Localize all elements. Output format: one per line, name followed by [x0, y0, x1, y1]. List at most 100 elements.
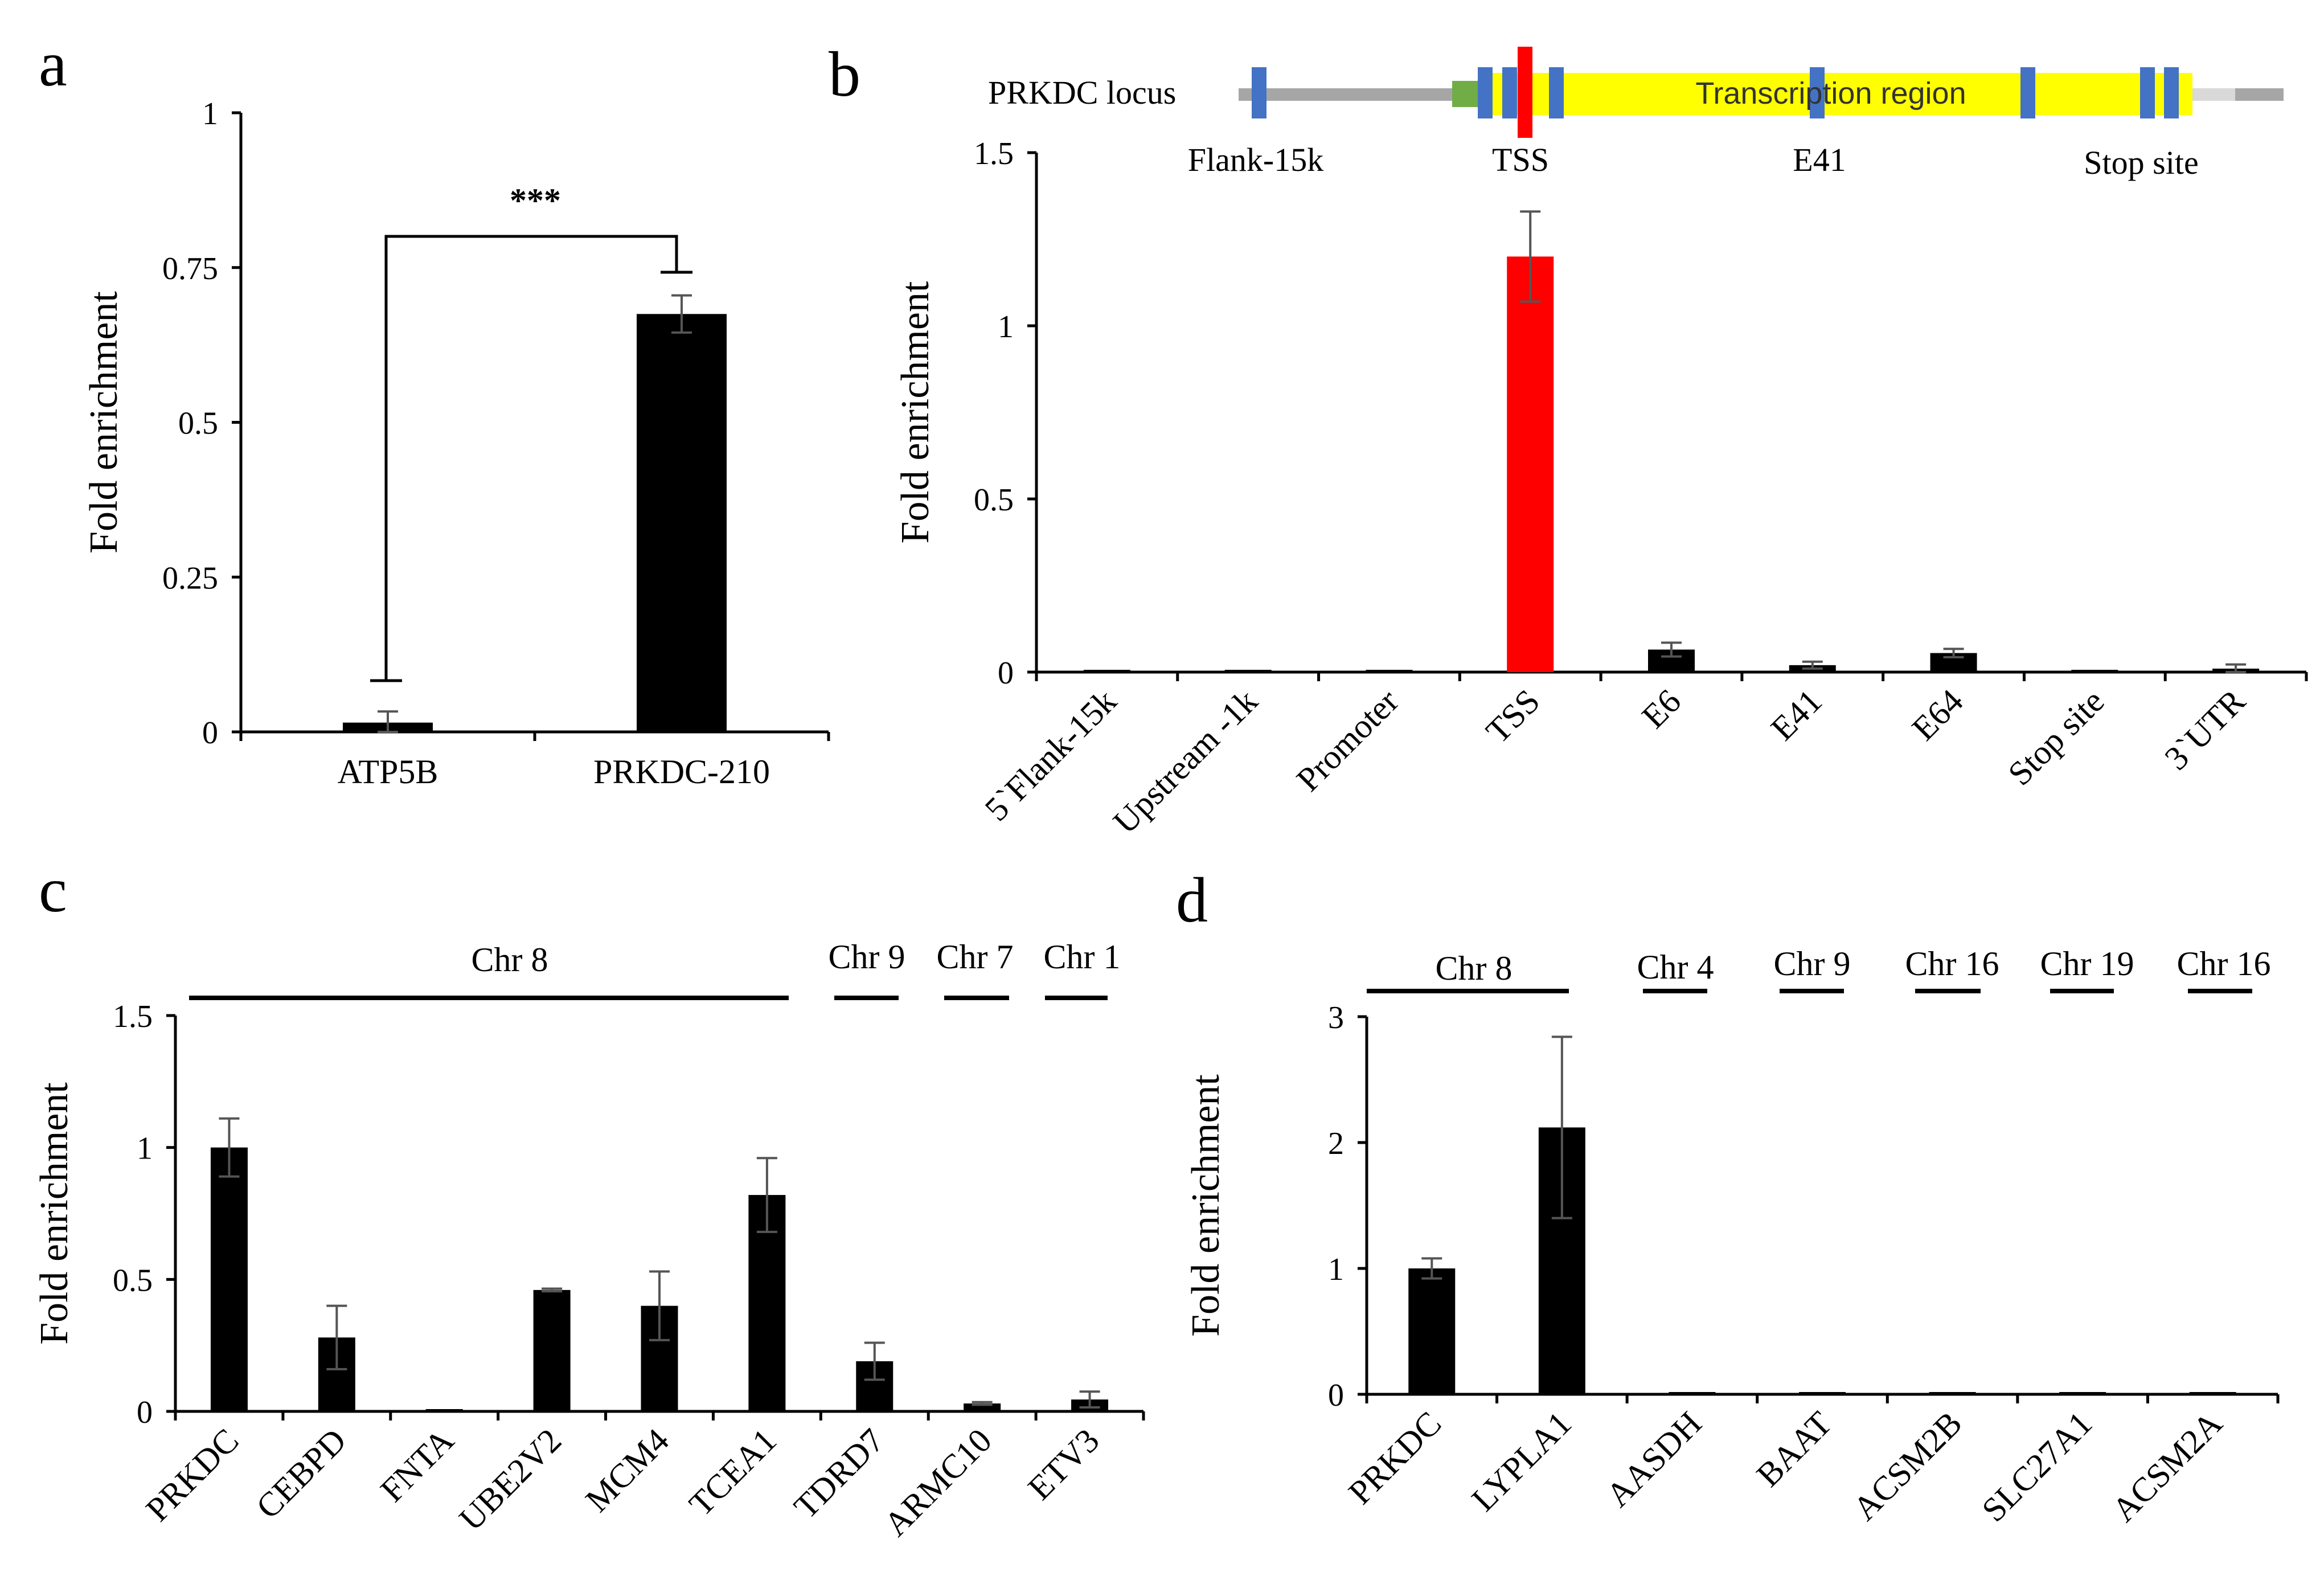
x-category-label: FNTA — [373, 1422, 461, 1509]
y-axis-label: Fold enrichment — [893, 281, 937, 543]
panel-d-letter: d — [1176, 865, 1208, 936]
x-category-label: E6 — [1634, 682, 1688, 736]
chr-group-label: Chr 16 — [2177, 945, 2271, 983]
significance-bracket-line — [384, 235, 678, 681]
y-tick-label: 1 — [1328, 1252, 1344, 1287]
bar-5-flank-15k — [1083, 670, 1130, 672]
bar-slc27a1 — [2059, 1392, 2106, 1394]
x-category-label: Promoter — [1289, 682, 1406, 799]
chr-group-label: Chr 16 — [1905, 945, 1999, 983]
locus-label-tss: TSS — [1492, 141, 1549, 178]
panel-c-chart: 0 0.5 1 1.5 Fold enrichment PRKDC CEBPD FNTAUBE… — [32, 999, 1145, 1544]
locus-exon-marker — [1252, 67, 1266, 118]
bar-baat — [1799, 1392, 1846, 1394]
locus-exon-marker — [2164, 67, 2179, 118]
x-category-label: E41 — [1764, 682, 1829, 748]
locus-exon-marker — [2140, 67, 2155, 118]
x-category-label: AASDH — [1599, 1405, 1709, 1514]
y-tick-label: 0.5 — [178, 406, 218, 441]
chr-group-label: Chr 4 — [1637, 948, 1714, 986]
chr-group-label: Chr 1 — [1044, 938, 1121, 976]
locus-transcription-region — [1486, 73, 2192, 115]
panel-c-chromosome-groups: Chr 8 Chr 9 Chr 7 Chr 1 — [189, 938, 1121, 1000]
y-axis-label: Fold enrichment — [82, 291, 126, 554]
x-category-label: Upstream -1k — [1106, 682, 1265, 841]
chr-group-label: Chr 9 — [1774, 945, 1851, 983]
panel-a-letter: a — [39, 29, 67, 100]
y-tick-label: 0.25 — [162, 560, 218, 596]
bar-aasdh — [1669, 1392, 1716, 1394]
bar-acsm2a — [2189, 1392, 2236, 1394]
locus-title: PRKDC locus — [988, 74, 1176, 111]
x-category-label: PRKDC-210 — [593, 753, 770, 791]
chr-group-label: Chr 7 — [937, 938, 1014, 976]
x-category-label: CEBPD — [249, 1422, 353, 1526]
chr-group-label: Chr 8 — [472, 941, 548, 979]
y-axis-label: Fold enrichment — [1184, 1074, 1228, 1337]
x-category-label: ATP5B — [338, 753, 438, 791]
x-category-label: TSS — [1479, 682, 1547, 751]
x-category-label: 5`Flank-15k — [978, 682, 1124, 828]
chr-group-label: Chr 9 — [829, 938, 905, 976]
x-category-label: ACSM2A — [2105, 1405, 2229, 1529]
y-axis-label: Fold enrichment — [32, 1082, 76, 1345]
y-tick-label: 0.5 — [113, 1263, 153, 1298]
bar-tss — [1507, 256, 1554, 672]
x-category-label: MCM4 — [579, 1422, 677, 1520]
y-tick-label: 1 — [202, 96, 218, 132]
bar-prkdc — [1408, 1268, 1456, 1394]
x-category-label: SLC27A1 — [1975, 1405, 2100, 1529]
panel-c-letter: c — [39, 855, 67, 926]
y-tick-label: 0 — [202, 715, 218, 751]
panel-b-letter: b — [829, 39, 860, 110]
x-category-label: TDRD7 — [787, 1422, 891, 1526]
bar-ube2v2 — [533, 1289, 571, 1411]
locus-label-flank: Flank-15k — [1188, 141, 1323, 178]
x-category-label: 3`UTR — [2157, 682, 2252, 777]
x-category-label: ACSM2B — [1846, 1405, 1969, 1528]
prkdc-locus-diagram: PRKDC locus Transcription region Flank-1… — [988, 47, 2284, 181]
locus-exon-marker — [1810, 67, 1825, 118]
x-category-label: PRKDC — [138, 1422, 245, 1529]
bar-acsm2b — [1929, 1392, 1976, 1394]
chr-group-label: Chr 19 — [2040, 945, 2134, 983]
locus-exon-marker — [1502, 67, 1517, 118]
y-tick-label: 0.5 — [974, 482, 1014, 518]
bar-upstream-1k — [1224, 670, 1272, 672]
x-category-label: LYPLA1 — [1465, 1405, 1579, 1518]
x-category-label: TCEA1 — [682, 1422, 784, 1524]
locus-label-e41: E41 — [1793, 141, 1846, 178]
panel-a-significance-bracket: *** — [370, 182, 692, 682]
locus-exon-marker — [1478, 67, 1493, 118]
bar-stop-site — [2071, 670, 2118, 672]
transcription-region-label: Transcription region — [1695, 76, 1966, 110]
bar-prkdc — [210, 1147, 248, 1411]
locus-exon-marker — [1549, 67, 1564, 118]
panel-d-chromosome-groups: Chr 8 Chr 4 Chr 9 Chr 16 Chr 19 Chr 16 — [1367, 945, 2271, 993]
y-tick-label: 1.5 — [974, 136, 1014, 171]
bar-promoter — [1366, 670, 1413, 672]
y-tick-label: 0 — [1328, 1378, 1344, 1413]
x-category-label: PRKDC — [1341, 1405, 1448, 1512]
locus-label-stop-site: Stop site — [2084, 144, 2198, 181]
y-tick-label: 1 — [137, 1131, 153, 1166]
y-tick-label: 2 — [1328, 1126, 1344, 1161]
bar-fnta — [425, 1409, 463, 1411]
y-tick-label: 0 — [998, 656, 1014, 691]
x-category-label: BAAT — [1749, 1405, 1839, 1494]
y-tick-label: 1.5 — [113, 999, 153, 1034]
y-tick-label: 1 — [998, 309, 1014, 345]
y-tick-label: 3 — [1328, 1000, 1344, 1035]
panel-b-chart: 0 0.5 1 1.5 Fold enrichment 5`Flank-15kUpstre… — [893, 136, 2308, 841]
x-category-label: ARMC10 — [877, 1422, 999, 1544]
significance-stars: *** — [510, 182, 561, 219]
x-category-label: UBE2V2 — [452, 1422, 569, 1538]
panel-a-chart: 0 0.25 0.5 0.75 1 Fold enrichment ATP5B PRKDC-2… — [82, 96, 830, 791]
y-tick-label: 0.75 — [162, 251, 218, 286]
chr-group-label: Chr 8 — [1436, 949, 1513, 987]
bar-prkdc-210 — [637, 314, 727, 732]
locus-exon-marker — [2020, 67, 2035, 118]
locus-tss-marker — [1518, 47, 1532, 138]
